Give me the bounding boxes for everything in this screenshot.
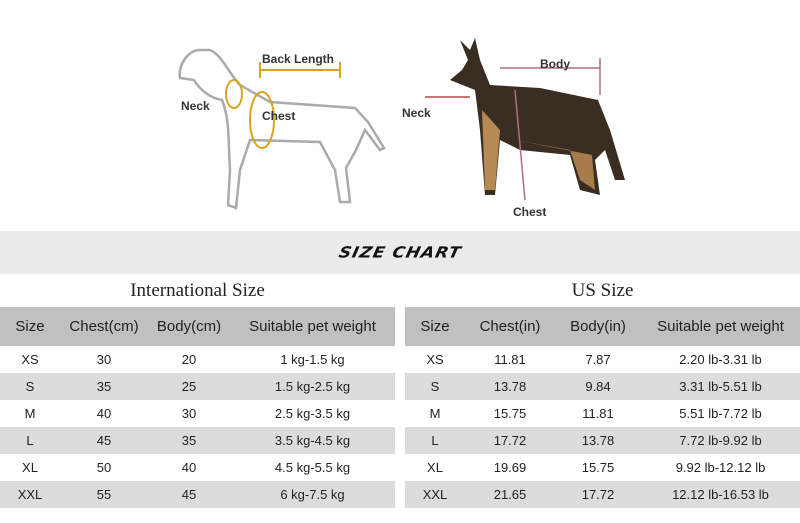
table-cell: 12.12 lb-16.53 lb [641,481,800,508]
header-row: Size Chest(cm) Body(cm) Suitable pet weight [0,307,395,346]
table-cell: XL [22,460,38,475]
dog-outline-illustration [178,48,386,210]
column-header: Suitable pet weight [230,307,395,346]
column-header: Chest(cm) [60,307,148,346]
size-chart-title: SIZE CHART [336,243,464,262]
chest-label: Chest [262,109,296,123]
table-row: M 40 30 2.5 kg-3.5 kg [0,400,395,427]
table-cell: 1 kg-1.5 kg [280,352,345,367]
table-cell: 3.5 kg-4.5 kg [230,427,395,454]
neck-label: Neck [181,99,210,113]
table-cell: 30 [181,406,197,421]
column-header: Size [405,307,465,346]
column-header: Body(in) [555,307,641,346]
table-cell: 45 [148,481,230,508]
size-chart-banner: SIZE CHART [0,231,800,274]
table-cell: M [429,406,441,421]
table-cell: 15.75 [581,460,615,475]
table-cell: XXL [405,481,465,508]
table-cell: 9.84 [555,373,641,400]
table-cell: 7.72 lb-9.92 lb [641,427,800,454]
table-row: L 17.72 13.78 7.72 lb-9.92 lb [405,427,800,454]
column-header: Chest(in) [465,307,555,346]
table-cell: 50 [96,460,112,475]
table-cell: 2.5 kg-3.5 kg [274,406,351,421]
back-length-label: Back Length [262,52,335,66]
table-cell: 20 [181,352,197,367]
table-cell: 11.81 [494,352,526,367]
table-cell: 13.78 [555,427,641,454]
column-header: Suitable pet weight [641,307,800,346]
international-size-title: International Size [130,280,265,301]
us-size-title: US Size [571,280,634,301]
table-cell: 40 [181,460,197,475]
table-row: S 35 25 1.5 kg-2.5 kg [0,373,395,400]
table-row: XL 50 40 4.5 kg-5.5 kg [0,454,395,481]
column-header: Size [0,307,60,346]
header-row: Size Chest(in) Body(in) Suitable pet weight [405,307,800,346]
table-cell: 17.72 [555,481,641,508]
table-cell: 9.92 lb-12.12 lb [675,460,766,475]
table-cell: 11.81 [582,406,614,421]
german-shepherd-photo [425,38,625,201]
table-row: XXL 21.65 17.72 12.12 lb-16.53 lb [405,481,800,508]
table-cell: 6 kg-7.5 kg [230,481,395,508]
table-cell: 15.75 [493,406,527,421]
chest-label-right: Chest [513,205,547,219]
international-size-table: Size Chest(cm) Body(cm) Suitable pet weight… [0,307,395,508]
body-label: Body [540,57,570,71]
neck-label-right: Neck [402,106,431,120]
table-cell: 19.69 [493,460,527,475]
table-row: XS 30 20 1 kg-1.5 kg [0,346,395,373]
table-row: XS 11.81 7.87 2.20 lb-3.31 lb [405,346,800,373]
us-size-table: Size Chest(in) Body(in) Suitable pet weight… [405,307,800,508]
table-row: XL 19.69 15.75 9.92 lb-12.12 lb [405,454,800,481]
table-row: S 13.78 9.84 3.31 lb-5.51 lb [405,373,800,400]
table-cell: 35 [60,373,148,400]
table-cell: 2.20 lb-3.31 lb [679,352,762,367]
column-header: Body(cm) [148,307,230,346]
table-cell: 4.5 kg-5.5 kg [274,460,351,475]
table-cell: L [0,427,60,454]
table-cell: 13.78 [465,373,555,400]
table-cell: S [405,373,465,400]
table-cell: XS [426,352,444,367]
table-row: XXL 55 45 6 kg-7.5 kg [0,481,395,508]
table-cell: 5.51 lb-7.72 lb [679,406,762,421]
table-cell: XL [427,460,443,475]
table-cell: 30 [96,352,112,367]
table-row: L 45 35 3.5 kg-4.5 kg [0,427,395,454]
table-cell: 45 [60,427,148,454]
table-cell: 3.31 lb-5.51 lb [641,373,800,400]
table-cell: 25 [148,373,230,400]
table-cell: 55 [60,481,148,508]
table-row: M 15.75 11.81 5.51 lb-7.72 lb [405,400,800,427]
table-cell: 7.87 [585,352,611,367]
table-cell: XXL [0,481,60,508]
table-cell: 35 [148,427,230,454]
table-cell: S [0,373,60,400]
table-cell: 1.5 kg-2.5 kg [230,373,395,400]
table-cell: 40 [96,406,112,421]
table-cell: L [405,427,465,454]
table-cell: XS [21,352,39,367]
table-cell: 21.65 [465,481,555,508]
table-cell: M [24,406,36,421]
table-cell: 17.72 [465,427,555,454]
